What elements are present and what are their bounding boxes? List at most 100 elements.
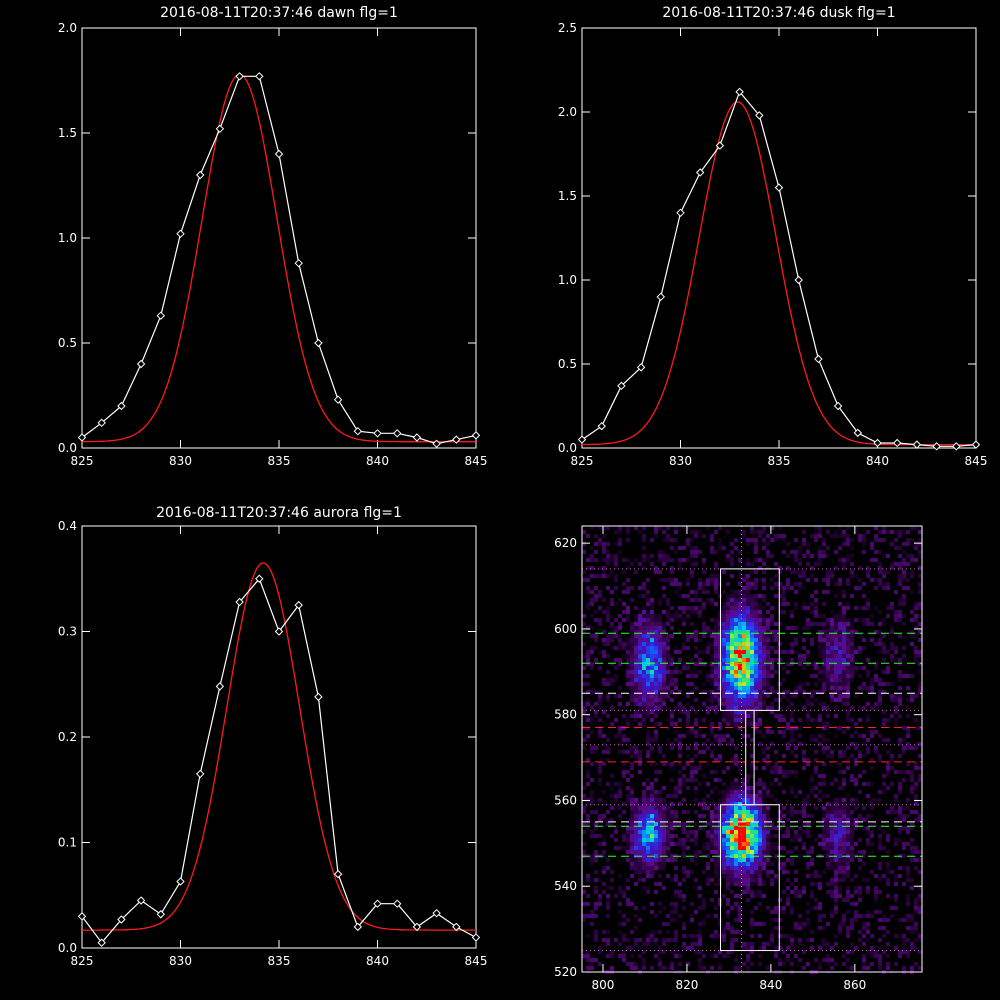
heatmap-cell <box>698 906 702 910</box>
heatmap-cell <box>738 618 742 622</box>
heatmap-cell <box>674 646 678 650</box>
heatmap-cell <box>726 602 730 606</box>
heatmap-cell <box>586 958 590 962</box>
heatmap-cell <box>602 762 606 766</box>
heatmap-cell <box>614 634 618 638</box>
heatmap-cell <box>902 950 906 954</box>
heatmap-cell <box>738 594 742 598</box>
heatmap-cell <box>582 654 586 658</box>
heatmap-cell <box>842 558 846 562</box>
heatmap-cell <box>886 774 890 778</box>
heatmap-cell <box>734 906 738 910</box>
heatmap-cell <box>638 626 642 630</box>
heatmap-cell <box>846 762 850 766</box>
heatmap-cell <box>626 838 630 842</box>
heatmap-cell <box>650 762 654 766</box>
heatmap-cell <box>722 546 726 550</box>
heatmap-cell <box>902 966 906 970</box>
data-point <box>452 922 461 932</box>
heatmap-cell <box>878 826 882 830</box>
heatmap-cell <box>730 558 734 562</box>
heatmap-cell <box>762 794 766 798</box>
heatmap-cell <box>830 838 834 842</box>
heatmap-cell <box>862 914 866 918</box>
heatmap-cell <box>666 558 670 562</box>
heatmap-cell <box>726 722 730 726</box>
heatmap-cell <box>822 722 826 726</box>
heatmap-cell <box>746 642 750 646</box>
heatmap-cell <box>614 586 618 590</box>
heatmap-cell <box>914 786 918 790</box>
heatmap-cell <box>582 622 586 626</box>
heatmap-cell <box>762 546 766 550</box>
heatmap-cell <box>730 622 734 626</box>
heatmap-cell <box>806 794 810 798</box>
heatmap-cell <box>658 634 662 638</box>
heatmap-cell <box>750 790 754 794</box>
heatmap-cell <box>654 638 658 642</box>
heatmap-cell <box>794 650 798 654</box>
heatmap-cell <box>714 642 718 646</box>
heatmap-cell <box>626 786 630 790</box>
heatmap-cell <box>826 654 830 658</box>
heatmap-cell <box>826 850 830 854</box>
heatmap-cell <box>618 646 622 650</box>
heatmap-cell <box>762 558 766 562</box>
heatmap-cell <box>650 718 654 722</box>
heatmap-cell <box>774 918 778 922</box>
heatmap-cell <box>682 846 686 850</box>
heatmap-cell <box>838 750 842 754</box>
heatmap-cell <box>746 786 750 790</box>
heatmap-cell <box>910 610 914 614</box>
heatmap-cell <box>870 798 874 802</box>
heatmap-cell <box>866 814 870 818</box>
heatmap-cell <box>866 886 870 890</box>
heatmap-cell <box>698 650 702 654</box>
heatmap-cell <box>850 594 854 598</box>
heatmap-cell <box>854 742 858 746</box>
heatmap-cell <box>642 806 646 810</box>
heatmap-cell <box>898 678 902 682</box>
heatmap-cell <box>666 850 670 854</box>
heatmap-cell <box>834 694 838 698</box>
heatmap-cell <box>730 658 734 662</box>
heatmap-cell <box>918 870 922 874</box>
heatmap-cell <box>642 610 646 614</box>
heatmap-cell <box>750 922 754 926</box>
heatmap-cell <box>630 714 634 718</box>
heatmap-cell <box>894 962 898 966</box>
heatmap-cell <box>650 902 654 906</box>
heatmap-cell <box>726 954 730 958</box>
heatmap-cell <box>634 718 638 722</box>
heatmap-cell <box>818 774 822 778</box>
heatmap-cell <box>598 690 602 694</box>
heatmap-cell <box>754 542 758 546</box>
heatmap-cell <box>774 606 778 610</box>
heatmap-cell <box>666 638 670 642</box>
heatmap-cell <box>858 838 862 842</box>
heatmap-cell <box>606 942 610 946</box>
heatmap-cell <box>802 646 806 650</box>
heatmap-cell <box>690 574 694 578</box>
heatmap-cell <box>798 586 802 590</box>
heatmap-cell <box>782 586 786 590</box>
heatmap-cell <box>638 662 642 666</box>
heatmap-cell <box>626 938 630 942</box>
heatmap-cell <box>678 750 682 754</box>
heatmap-cell <box>750 662 754 666</box>
heatmap-cell <box>730 870 734 874</box>
heatmap-cell <box>642 854 646 858</box>
heatmap-cell <box>862 550 866 554</box>
heatmap-cell <box>654 694 658 698</box>
heatmap-cell <box>622 714 626 718</box>
heatmap-cell <box>746 602 750 606</box>
heatmap-cell <box>906 554 910 558</box>
heatmap-cell <box>758 650 762 654</box>
heatmap-cell <box>690 778 694 782</box>
heatmap-cell <box>730 674 734 678</box>
heatmap-cell <box>738 590 742 594</box>
heatmap-cell <box>834 630 838 634</box>
heatmap-cell <box>762 686 766 690</box>
heatmap-cell <box>770 638 774 642</box>
heatmap-cell <box>834 670 838 674</box>
